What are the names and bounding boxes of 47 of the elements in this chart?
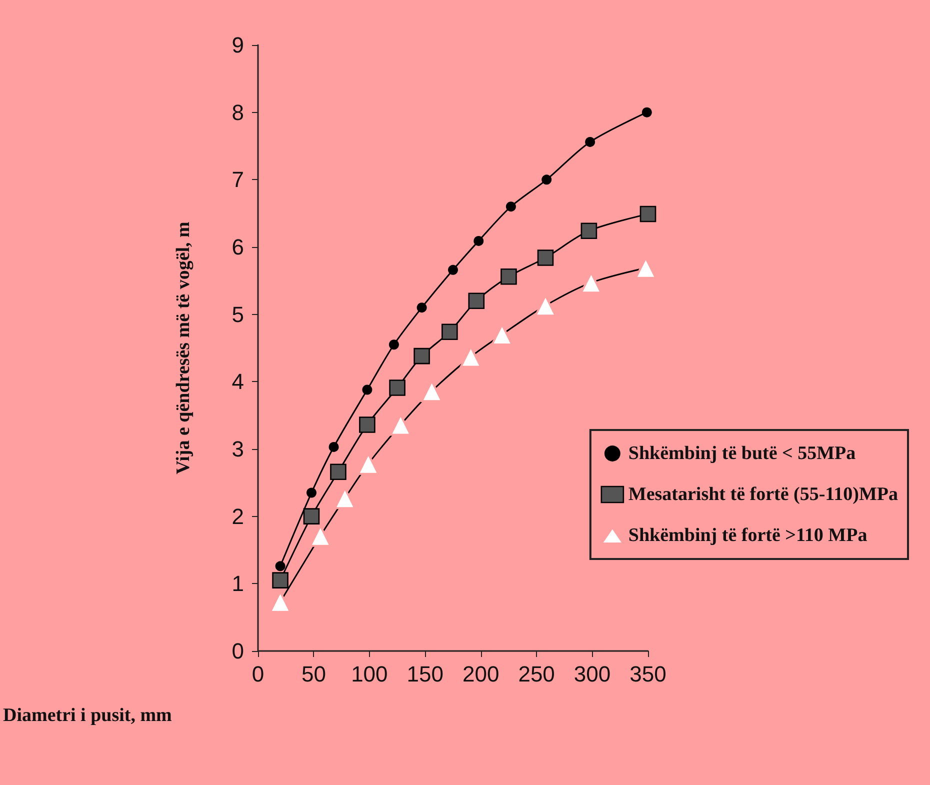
point xyxy=(275,561,286,572)
y-tick-label: 5 xyxy=(232,302,244,327)
point xyxy=(272,572,288,588)
point xyxy=(359,416,376,433)
point xyxy=(642,107,652,118)
point xyxy=(362,384,372,395)
y-axis-title: Vija e qëndresës më të vogël, m xyxy=(173,221,194,474)
y-tick-label: 1 xyxy=(232,571,244,596)
legend-label: Shkëmbinj të butë < 55MPa xyxy=(628,443,856,464)
x-tick-label: 150 xyxy=(406,662,444,686)
y-tick-label: 6 xyxy=(232,234,244,260)
point xyxy=(542,174,552,185)
x-tick-label: 300 xyxy=(574,662,611,686)
y-tick-label: 8 xyxy=(232,100,244,125)
x-tick-label: 250 xyxy=(518,662,555,686)
point xyxy=(585,136,596,147)
y-tick-label: 4 xyxy=(232,369,244,394)
point xyxy=(328,442,339,452)
x-tick-label: 200 xyxy=(462,662,500,686)
point xyxy=(580,222,598,239)
point xyxy=(414,348,430,364)
point xyxy=(537,250,554,266)
point xyxy=(474,236,484,246)
point xyxy=(306,488,316,498)
point xyxy=(468,292,485,310)
point xyxy=(388,340,399,350)
point xyxy=(442,324,458,340)
point xyxy=(640,206,656,222)
point xyxy=(416,302,427,313)
legend-label: Mesatarisht të fortë (55-110)MPa xyxy=(628,484,898,505)
legend-label: Shkëmbinj të fortë >110 MPa xyxy=(628,525,868,546)
point xyxy=(448,264,458,275)
y-tick-label: 2 xyxy=(232,504,244,529)
point xyxy=(389,380,406,396)
x-tick-label: 0 xyxy=(252,662,264,686)
x-tick-label: 50 xyxy=(301,662,326,686)
y-tick-label: 0 xyxy=(232,638,244,664)
y-tick-label: 7 xyxy=(232,167,244,192)
y-tick-label: 3 xyxy=(232,436,244,462)
point xyxy=(500,268,517,285)
point xyxy=(330,464,346,480)
x-tick-label: 350 xyxy=(630,662,666,686)
x-tick-label: 100 xyxy=(351,662,388,686)
point xyxy=(506,202,516,212)
x-axis-title: Diametri i pusit, mm xyxy=(3,705,172,726)
point xyxy=(303,508,320,524)
y-tick-label: 9 xyxy=(232,32,244,58)
